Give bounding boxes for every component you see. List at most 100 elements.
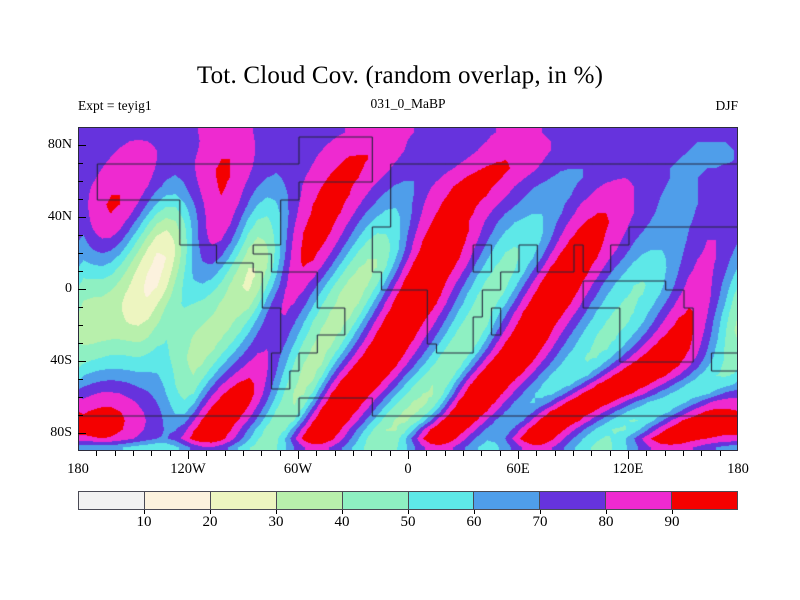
colorbar-tick: [474, 510, 475, 514]
x-tick-minor: [389, 451, 391, 456]
colorbar-swatch: [540, 492, 607, 509]
colorbar-tick: [276, 510, 277, 514]
colorbar-labels: 10 20 30 40 50 60 70 80 90: [78, 513, 738, 533]
x-tick-minor: [646, 451, 648, 456]
colorbar-tick-label: 80: [598, 514, 614, 530]
x-tick-major: [298, 451, 299, 459]
x-tick-label: 120E: [612, 461, 644, 477]
colorbar-tick: [540, 510, 541, 514]
colorbar-swatch: [606, 492, 673, 509]
x-tick-minor: [719, 451, 721, 456]
x-tick-label: 120W: [170, 461, 206, 477]
colorbar-swatch: [408, 492, 475, 509]
x-tick-minor: [591, 451, 593, 456]
y-tick-minor: [78, 253, 83, 254]
x-tick-minor: [444, 451, 446, 456]
y-tick-minor: [78, 397, 83, 398]
x-tick-minor: [279, 451, 281, 456]
colorbar-ticks: [78, 510, 738, 516]
y-tick-major: [78, 217, 86, 218]
x-tick-minor: [536, 451, 538, 456]
y-tick-major: [78, 432, 86, 434]
x-tick-minor: [463, 451, 464, 456]
x-tick-minor: [683, 451, 684, 456]
y-tick-label: 40S: [50, 352, 72, 368]
y-tick-major: [78, 289, 86, 290]
x-tick-minor: [353, 451, 354, 456]
x-tick-minor: [334, 451, 336, 456]
x-tick-minor: [133, 451, 134, 456]
y-tick-minor: [78, 271, 83, 272]
colorbar-tick-label: 20: [202, 514, 218, 530]
y-tick-minor: [78, 163, 83, 164]
page-title: Tot. Cloud Cov. (random overlap, in %): [196, 62, 604, 89]
x-tick-minor: [206, 451, 208, 456]
colorbar-tick: [672, 510, 673, 514]
colorbar-swatch: [474, 492, 541, 509]
x-tick-major: [628, 451, 629, 459]
y-tick-minor: [78, 307, 83, 308]
x-tick-minor: [554, 451, 556, 456]
x-tick-minor: [573, 451, 574, 456]
y-tick-minor: [78, 379, 83, 380]
y-tick-minor: [78, 343, 83, 344]
y-tick-label: 0: [65, 281, 72, 296]
x-tick-minor: [114, 451, 116, 456]
x-tick-minor: [96, 451, 98, 456]
y-tick-major: [78, 360, 86, 362]
x-tick-major: [408, 451, 409, 459]
colorbar-tick-label: 60: [466, 514, 482, 530]
x-tick-minor: [371, 451, 373, 456]
colorbar-swatch: [79, 492, 145, 509]
x-tick-major: [188, 451, 189, 459]
colorbar-tick-label: 40: [334, 514, 350, 530]
colorbar-tick: [210, 510, 211, 514]
y-axis-labels: 80N 40N 0 40S 80S: [18, 127, 72, 451]
colorbar-tick: [342, 510, 343, 514]
cloud-cover-map: [79, 128, 737, 450]
x-tick-minor: [243, 451, 244, 456]
subheader: Expt = teyig1 031_0_MaBP DJF: [78, 96, 738, 114]
y-tick-label: 80S: [50, 424, 72, 440]
x-tick-minor: [481, 451, 483, 456]
x-axis-ticks: [78, 451, 738, 461]
y-axis-ticks: [78, 127, 88, 451]
x-tick-minor: [169, 451, 171, 456]
colorbar-swatch: [342, 492, 409, 509]
x-tick-label: 180: [727, 461, 749, 477]
colorbar-tick-label: 50: [400, 514, 416, 530]
map-plot-area: [78, 127, 738, 451]
x-tick-minor: [224, 451, 226, 456]
x-tick-label: 0: [404, 461, 412, 477]
x-tick-minor: [261, 451, 263, 456]
x-tick-minor: [426, 451, 428, 456]
y-tick-minor: [78, 415, 83, 416]
x-tick-label: 60W: [283, 461, 313, 477]
x-tick-minor: [151, 451, 153, 456]
season-label: DJF: [715, 98, 738, 113]
x-tick-minor: [664, 451, 666, 456]
x-tick-minor: [701, 451, 703, 456]
x-tick-major: [518, 451, 519, 459]
colorbar-tick-label: 30: [268, 514, 284, 530]
y-tick-label: 80N: [47, 137, 72, 152]
colorbar-swatch: [672, 492, 738, 509]
y-tick-minor: [78, 181, 83, 182]
x-tick-label: 180: [67, 461, 89, 477]
x-tick-minor: [499, 451, 501, 456]
colorbar-tick: [606, 510, 607, 514]
colorbar-tick-label: 10: [136, 514, 152, 530]
x-tick-minor: [609, 451, 611, 456]
colorbar-tick-label: 70: [532, 514, 548, 530]
x-tick-minor: [316, 451, 318, 456]
colorbar-tick-label: 90: [664, 514, 680, 530]
colorbar-tick: [144, 510, 145, 514]
x-axis-labels: 180 120W 60W 0 60E 120E 180: [67, 461, 749, 481]
colorbar-swatch: [144, 492, 211, 509]
y-tick-label: 40N: [47, 209, 72, 224]
colorbar-swatch: [276, 492, 343, 509]
colorbar: [78, 491, 738, 510]
experiment-label: Expt = teyig1: [78, 98, 152, 113]
colorbar-swatch: [210, 492, 277, 509]
